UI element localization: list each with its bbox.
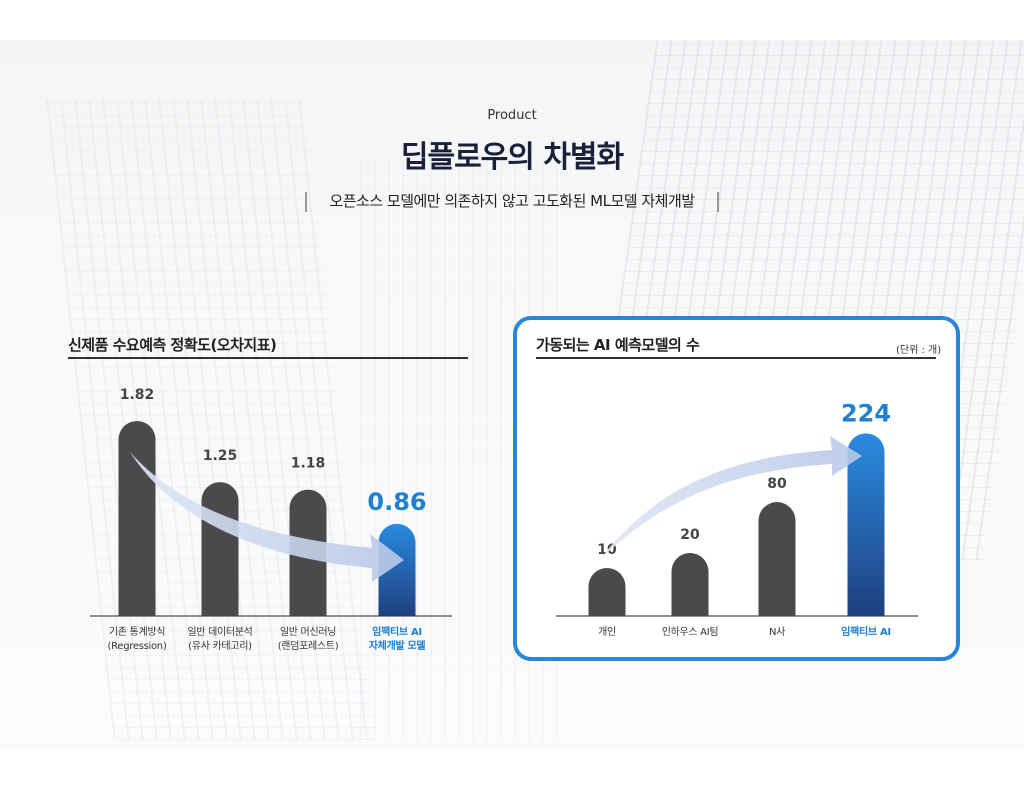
right-title-underline <box>536 357 936 359</box>
ai-models-panel <box>513 316 960 661</box>
right-category-label-2: 인하우스 AI팀 <box>635 626 745 640</box>
right-category-label-line: 인하우스 AI팀 <box>661 627 719 638</box>
subtitle-text: 오픈소스 모델에만 의존하지 않고 고도화된 ML모델 자체개발 <box>329 192 695 210</box>
left-category-label-4: 임팩티브 AI 자체개발 모델 <box>342 626 452 654</box>
left-category-label-1: 기존 통계방식 (Regression) <box>82 626 192 654</box>
subtitle-divider-right <box>716 191 719 212</box>
right-value-label-4: 224 <box>841 399 891 427</box>
left-category-label-2: 일반 데이터분석 (유사 카테고리) <box>165 626 275 654</box>
right-bar-4 <box>847 433 885 616</box>
left-value-label-1: 1.82 <box>120 387 155 403</box>
left-category-label-line: (랜덤포레스트) <box>277 641 339 652</box>
right-bar-3 <box>758 502 796 616</box>
page-title: 딥플로우의 차별화 <box>400 140 624 175</box>
left-bar-1 <box>118 421 156 616</box>
subtitle-divider-left <box>305 191 308 212</box>
left-trend-arrow <box>130 452 404 582</box>
right-category-label-4: 임팩티브 AI <box>811 626 921 640</box>
left-category-label-line: (유사 카테고리) <box>188 641 252 652</box>
section-tag: Product <box>487 108 537 123</box>
right-category-label-line: N사 <box>768 627 786 638</box>
left-category-label-line: 일반 데이터분석 <box>187 627 253 638</box>
right-category-label-line: 개인 <box>598 627 616 638</box>
left-value-label-3: 1.18 <box>291 456 326 472</box>
left-category-label-line: 기존 통계방식 <box>108 627 166 638</box>
right-category-label-3: N사 <box>722 626 832 640</box>
left-value-label-4: 0.86 <box>367 488 426 516</box>
left-chart-title: 신제품 수요예측 정확도(오차지표) <box>68 336 277 354</box>
right-category-label-1: 개인 <box>552 626 662 640</box>
right-bar-1 <box>588 567 626 616</box>
left-bar-4 <box>378 523 416 616</box>
left-category-label-line: 일반 머신러닝 <box>279 627 337 638</box>
right-value-label-3: 80 <box>767 476 787 492</box>
left-category-label-line: 임팩티브 AI <box>372 627 422 638</box>
left-value-label-2: 1.25 <box>203 448 238 464</box>
right-bar-2 <box>671 553 709 616</box>
right-chart-title: 가동되는 AI 예측모델의 수 <box>536 336 700 354</box>
left-bar-2 <box>201 482 239 616</box>
left-category-label-line: 자체개발 모델 <box>368 641 426 652</box>
left-category-label-3: 일반 머신러닝 (랜덤포레스트) <box>253 626 363 654</box>
left-category-label-line: (Regression) <box>107 641 167 652</box>
right-category-label-line: 임팩티브 AI <box>841 627 891 638</box>
right-chart-unit: (단위 : 개) <box>896 345 942 356</box>
right-trend-arrow <box>598 436 862 562</box>
right-value-label-2: 20 <box>680 527 700 543</box>
left-title-underline <box>68 357 468 359</box>
page-subtitle: 오픈소스 모델에만 의존하지 않고 고도화된 ML모델 자체개발 <box>0 190 1024 212</box>
